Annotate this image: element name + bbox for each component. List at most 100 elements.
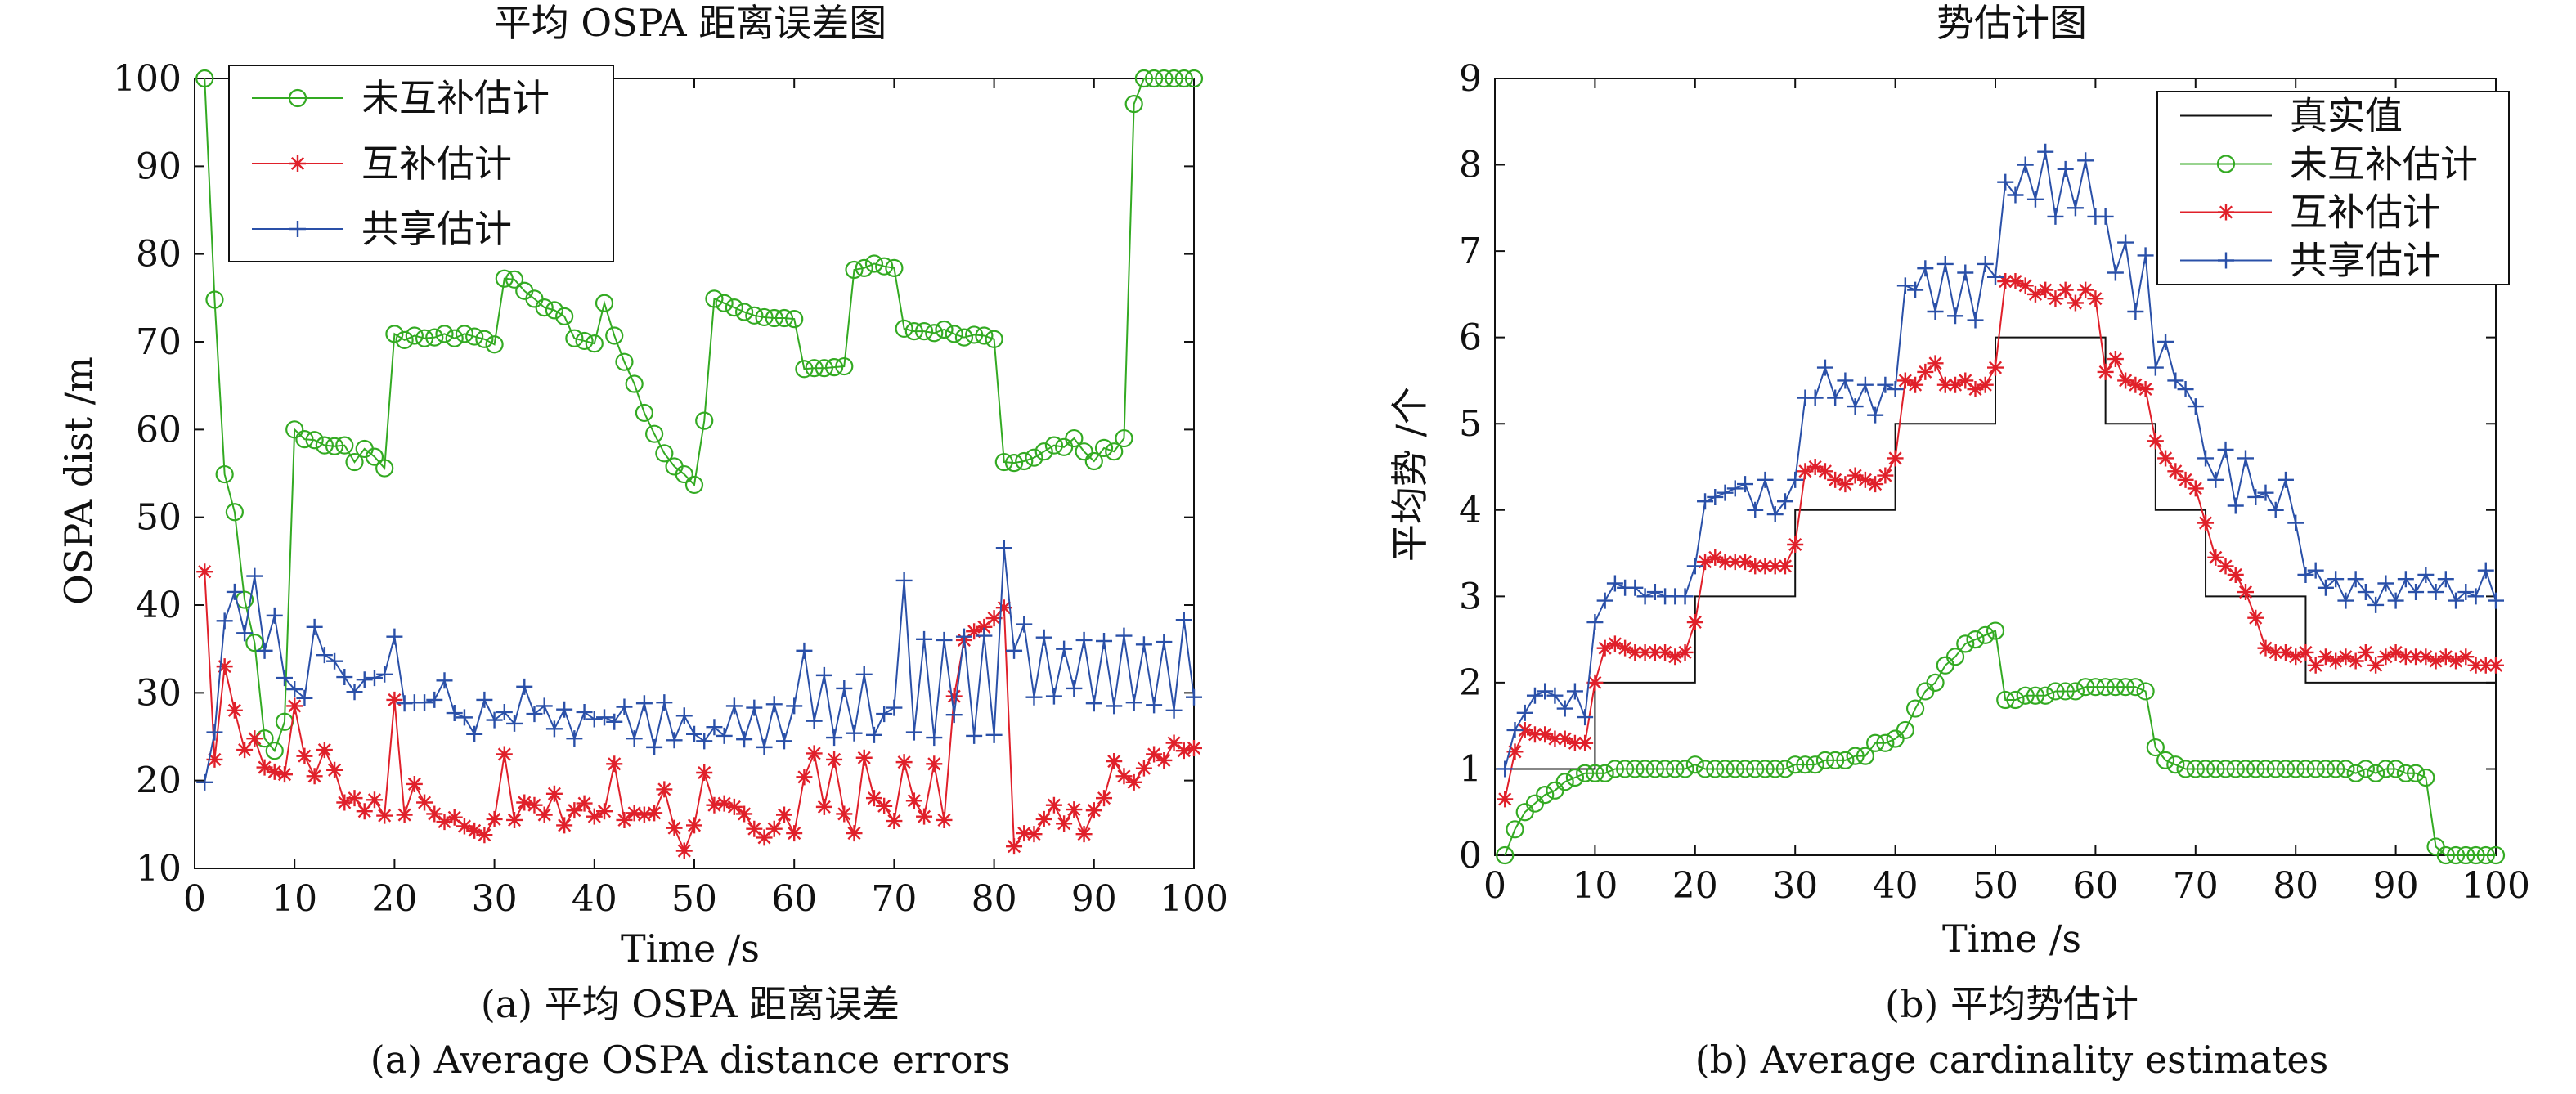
- data-point-2: [286, 681, 303, 698]
- data-point-2: [2157, 333, 2174, 350]
- data-point-2: [1175, 612, 1192, 629]
- data-point-1: [1075, 826, 1093, 843]
- data-point-2: [2047, 208, 2064, 225]
- data-point-1: [496, 746, 513, 763]
- data-point-2: [886, 699, 903, 716]
- data-point-1: [2377, 648, 2394, 666]
- data-point-1: [2448, 652, 2465, 670]
- data-point-0: [1044, 436, 1064, 455]
- data-point-0: [2096, 678, 2115, 697]
- data-point-0: [225, 503, 244, 522]
- data-point-0: [325, 437, 344, 455]
- data-point-1: [1967, 381, 1984, 397]
- data-point-1: [2237, 584, 2254, 601]
- data-point-1: [765, 820, 783, 837]
- data-point-0: [1896, 720, 1914, 740]
- data-point-1: [1546, 730, 1564, 747]
- data-point-1: [456, 818, 473, 835]
- data-point-1: [2026, 285, 2044, 303]
- data-point-1: [576, 795, 593, 812]
- legend-marker: [288, 88, 307, 108]
- data-point-1: [706, 796, 723, 814]
- data-point-2: [1096, 633, 1113, 650]
- data-point-2: [556, 701, 573, 718]
- data-point-2: [945, 706, 963, 724]
- data-point-0: [875, 257, 894, 276]
- data-point-2: [616, 698, 633, 715]
- data-point-1: [236, 742, 254, 759]
- data-point-1: [2437, 648, 2454, 666]
- legend-marker: [2218, 252, 2234, 269]
- data-point-2: [836, 679, 853, 697]
- data-point-2: [1776, 493, 1793, 510]
- data-point-2: [2437, 571, 2454, 588]
- data-point-2: [2297, 566, 2314, 583]
- data-point-1: [1497, 791, 1514, 808]
- data-point-2: [1546, 687, 1564, 704]
- data-point-0: [1986, 621, 2005, 640]
- data-point-1: [1516, 721, 1533, 738]
- data-point-2: [1717, 484, 1734, 501]
- caption-en: (a) Average OSPA distance errors: [370, 1038, 1010, 1082]
- data-point-2: [1917, 260, 1934, 277]
- data-point-1: [476, 827, 493, 844]
- data-point-2: [2397, 571, 2414, 588]
- data-point-1: [746, 820, 763, 837]
- data-point-2: [666, 732, 683, 749]
- data-point-0: [1184, 69, 1204, 88]
- data-point-1: [836, 805, 853, 823]
- data-point-1: [2457, 648, 2475, 666]
- data-point-2: [1606, 575, 1623, 592]
- data-point-1: [2317, 648, 2334, 666]
- data-point-1: [2427, 652, 2444, 670]
- data-point-2: [985, 726, 1003, 743]
- data-point-0: [2417, 768, 2435, 787]
- data-point-2: [1497, 760, 1514, 778]
- data-point-0: [2186, 760, 2205, 778]
- data-point-1: [736, 805, 753, 823]
- data-point-0: [2376, 760, 2395, 778]
- data-point-2: [1747, 501, 1764, 518]
- x-tick-label: 70: [2173, 865, 2219, 907]
- data-point-1: [1856, 471, 1874, 488]
- data-point-2: [686, 725, 702, 742]
- y-tick-label: 8: [1459, 145, 1482, 186]
- data-point-2: [1977, 255, 1994, 272]
- data-point-0: [945, 325, 963, 343]
- data-point-0: [645, 424, 664, 443]
- data-point-2: [826, 729, 843, 747]
- data-point-2: [1827, 389, 1844, 406]
- y-tick-label: 100: [113, 58, 182, 100]
- legend-entry: 真实值: [2290, 94, 2403, 138]
- data-point-1: [536, 806, 553, 823]
- data-point-1: [1627, 643, 1644, 661]
- data-point-1: [1936, 376, 1954, 393]
- data-point-2: [1896, 277, 1914, 294]
- data-point-2: [905, 724, 922, 741]
- data-point-2: [566, 730, 583, 747]
- data-point-2: [2117, 234, 2134, 251]
- data-point-2: [2367, 596, 2385, 613]
- x-tick-label: 30: [1772, 865, 1818, 907]
- data-point-1: [2057, 281, 2074, 298]
- data-point-2: [2287, 514, 2304, 531]
- data-point-2: [1877, 376, 1894, 393]
- data-point-0: [2066, 682, 2085, 701]
- data-point-0: [845, 260, 864, 280]
- data-point-2: [706, 719, 723, 736]
- data-point-0: [1555, 773, 1574, 791]
- data-point-0: [2336, 760, 2355, 778]
- data-point-2: [436, 672, 453, 689]
- data-point-0: [1996, 690, 2015, 710]
- y-tick-label: 30: [136, 672, 182, 714]
- data-point-0: [1926, 673, 1945, 692]
- series-line-truth: [1495, 336, 2496, 770]
- data-point-1: [826, 751, 843, 768]
- data-point-2: [526, 706, 543, 723]
- data-point-0: [2226, 760, 2245, 778]
- data-point-2: [1726, 480, 1744, 497]
- data-point-1: [895, 754, 913, 771]
- data-point-2: [1816, 359, 1833, 376]
- data-point-0: [904, 322, 923, 341]
- data-point-0: [895, 319, 913, 338]
